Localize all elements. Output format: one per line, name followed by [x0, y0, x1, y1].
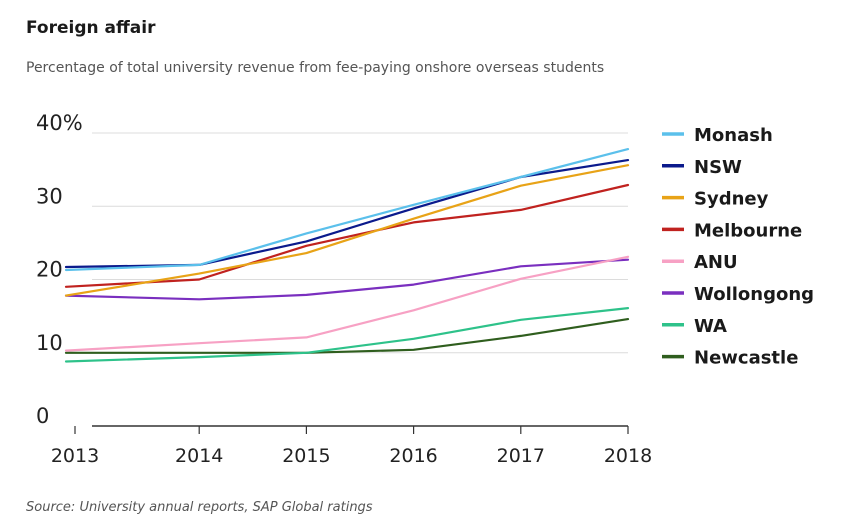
y-tick-label: 10	[36, 331, 63, 355]
series-line-anu	[64, 255, 630, 352]
x-tick-label: 2013	[51, 445, 99, 467]
y-tick-label: 20	[36, 258, 63, 282]
y-tick-label: 0	[36, 404, 49, 428]
chart-title: Foreign affair	[26, 18, 156, 38]
legend-label-newcastle: Newcastle	[694, 348, 798, 369]
legend-label-wa: WA	[694, 316, 727, 337]
source-note: Source: University annual reports, SAP G…	[26, 500, 373, 515]
y-tick-label: 30	[36, 184, 63, 208]
series-line-newcastle	[64, 318, 630, 354]
legend-label-anu: ANU	[694, 252, 738, 273]
series-lines	[64, 148, 630, 363]
x-tick-label: 2016	[389, 445, 437, 467]
x-axis-ticks: 2013 2014 2015 2016 2017 2018	[51, 426, 652, 467]
legend-label-nsw: NSW	[694, 157, 742, 178]
legend-label-monash: Monash	[694, 125, 773, 146]
series-line-nsw	[64, 159, 630, 269]
gridlines	[92, 132, 628, 427]
y-tick-label: 40%	[36, 111, 83, 135]
x-tick-label: 2018	[604, 445, 652, 467]
x-tick-label: 2017	[497, 445, 545, 467]
series-line-wa	[64, 307, 630, 363]
x-tick-label: 2014	[175, 445, 223, 467]
chart-subtitle: Percentage of total university revenue f…	[26, 60, 605, 76]
series-line-sydney	[64, 164, 630, 297]
x-tick-label: 2015	[282, 445, 330, 467]
series-line-monash	[64, 148, 630, 272]
legend-label-sydney: Sydney	[694, 189, 769, 210]
legend-label-melbourne: Melbourne	[694, 220, 802, 241]
y-axis-ticks: 0 10 20 30 40%	[36, 111, 83, 428]
legend-label-wollongong: Wollongong	[694, 284, 814, 305]
series-line-melbourne	[64, 183, 630, 288]
legend: Monash NSW Sydney Melbourne ANU Wollongong WA N…	[662, 125, 814, 369]
series-line-wollongong	[64, 258, 630, 301]
